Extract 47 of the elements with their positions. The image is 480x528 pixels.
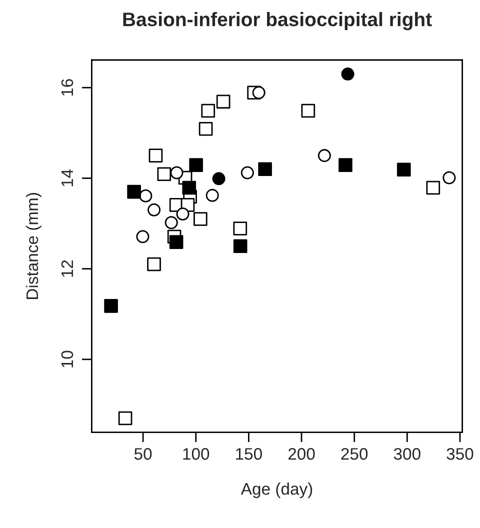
- point: [170, 166, 184, 180]
- point: [176, 207, 190, 220]
- point: [233, 239, 248, 254]
- x-tick-label: 150: [236, 448, 262, 460]
- point: [338, 158, 352, 172]
- point: [194, 212, 208, 226]
- point: [426, 180, 440, 195]
- point: [127, 184, 141, 199]
- chart-title: Basion-inferior basioccipital right: [123, 12, 432, 30]
- point: [206, 188, 219, 202]
- y-tick-label: 16: [61, 79, 74, 96]
- point: [240, 166, 254, 180]
- point: [198, 122, 213, 136]
- x-tick-label: 200: [288, 448, 315, 460]
- point: [169, 235, 184, 249]
- point: [189, 158, 203, 172]
- point: [148, 148, 163, 162]
- point: [139, 189, 152, 202]
- point: [118, 411, 132, 426]
- point: [148, 203, 161, 216]
- x-tick-label: 250: [341, 448, 368, 460]
- point: [216, 94, 230, 109]
- point: [318, 149, 331, 162]
- point: [147, 257, 161, 272]
- point: [252, 86, 266, 100]
- y-axis-title: Distance (mm): [26, 193, 42, 299]
- x-tick-label: 100: [183, 448, 210, 460]
- x-tick-label: 50: [134, 448, 152, 460]
- point: [157, 167, 172, 182]
- point: [164, 216, 178, 230]
- x-tick-label: 300: [394, 448, 420, 460]
- y-tick-label: 12: [61, 260, 73, 277]
- point: [442, 171, 456, 184]
- point: [396, 162, 411, 177]
- point: [136, 230, 150, 244]
- y-tick-label: 14: [62, 169, 73, 186]
- x-axis-title: Age (day): [240, 482, 312, 498]
- point: [182, 180, 196, 195]
- point: [201, 104, 216, 118]
- point: [104, 299, 118, 313]
- point: [301, 104, 316, 118]
- y-tick-label: 10: [61, 350, 74, 368]
- point: [233, 222, 248, 236]
- x-tick-label: 350: [446, 448, 474, 460]
- point: [341, 68, 354, 81]
- point: [258, 162, 272, 176]
- point: [212, 172, 226, 186]
